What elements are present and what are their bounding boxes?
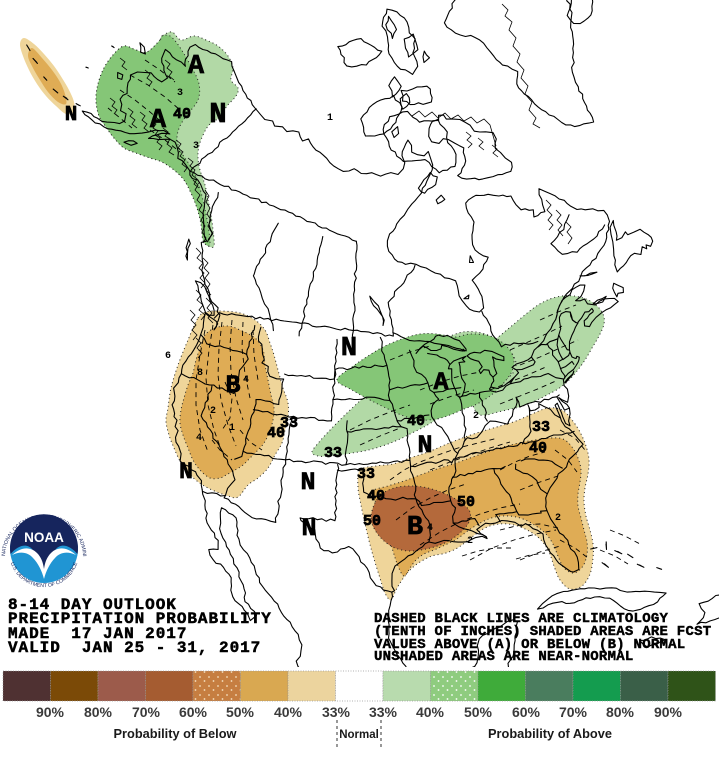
svg-text:A: A bbox=[433, 368, 448, 397]
svg-text:50%: 50% bbox=[226, 704, 255, 720]
svg-text:VALUES ABOVE (A) OR BELOW (B): VALUES ABOVE (A) OR BELOW (B) NORMAL bbox=[374, 637, 685, 653]
svg-text:40: 40 bbox=[407, 413, 425, 430]
svg-text:B: B bbox=[225, 371, 240, 400]
svg-text:PRECIPITATION PROBABILITY: PRECIPITATION PROBABILITY bbox=[8, 610, 272, 628]
svg-text:50%: 50% bbox=[464, 704, 493, 720]
svg-text:N: N bbox=[65, 104, 78, 127]
svg-text:A: A bbox=[150, 106, 167, 136]
svg-text:NOAA: NOAA bbox=[24, 530, 64, 545]
svg-text:1: 1 bbox=[327, 113, 333, 124]
svg-text:Normal: Normal bbox=[339, 729, 379, 741]
svg-text:33: 33 bbox=[324, 445, 342, 462]
svg-text:2: 2 bbox=[210, 406, 216, 417]
svg-text:B: B bbox=[407, 513, 423, 543]
svg-text:90%: 90% bbox=[36, 704, 65, 720]
svg-text:3: 3 bbox=[193, 141, 199, 152]
svg-text:MADE 17 JAN 2017: MADE 17 JAN 2017 bbox=[8, 625, 187, 643]
svg-text:2: 2 bbox=[467, 536, 473, 547]
svg-text:50: 50 bbox=[457, 494, 475, 511]
svg-text:33: 33 bbox=[532, 419, 550, 436]
svg-text:40%: 40% bbox=[274, 704, 303, 720]
svg-text:40: 40 bbox=[267, 425, 285, 442]
svg-text:2: 2 bbox=[473, 411, 479, 422]
svg-text:3: 3 bbox=[177, 88, 183, 99]
svg-text:33%: 33% bbox=[369, 704, 398, 720]
svg-text:VALID JAN 25 - 31, 2017: VALID JAN 25 - 31, 2017 bbox=[8, 639, 261, 657]
svg-text:Probability of Below: Probability of Below bbox=[113, 726, 236, 741]
svg-text:4: 4 bbox=[196, 433, 202, 444]
svg-text:N: N bbox=[341, 334, 357, 364]
svg-text:60%: 60% bbox=[179, 704, 208, 720]
svg-text:90%: 90% bbox=[654, 704, 683, 720]
svg-text:N: N bbox=[301, 514, 316, 543]
svg-text:4: 4 bbox=[427, 523, 433, 534]
svg-text:N: N bbox=[417, 431, 432, 460]
svg-text:60%: 60% bbox=[512, 704, 541, 720]
svg-text:N: N bbox=[300, 468, 315, 497]
svg-text:1: 1 bbox=[229, 423, 235, 434]
svg-text:6: 6 bbox=[165, 351, 171, 362]
svg-text:8: 8 bbox=[197, 368, 203, 379]
svg-text:50: 50 bbox=[363, 513, 381, 530]
svg-text:80%: 80% bbox=[606, 704, 635, 720]
svg-text:N: N bbox=[209, 98, 226, 131]
svg-text:A: A bbox=[188, 52, 205, 82]
svg-text:4: 4 bbox=[243, 375, 249, 386]
svg-text:33: 33 bbox=[280, 415, 298, 432]
svg-text:2: 2 bbox=[555, 513, 561, 524]
svg-text:40: 40 bbox=[367, 488, 385, 505]
svg-text:70%: 70% bbox=[559, 704, 588, 720]
svg-text:UNSHADED AREAS ARE NEAR-NORMAL: UNSHADED AREAS ARE NEAR-NORMAL bbox=[374, 649, 634, 665]
svg-text:N: N bbox=[179, 459, 193, 485]
svg-text:40: 40 bbox=[529, 440, 547, 457]
svg-text:Probability of Above: Probability of Above bbox=[488, 726, 612, 741]
svg-text:40%: 40% bbox=[416, 704, 445, 720]
svg-text:33: 33 bbox=[357, 466, 375, 483]
svg-text:DASHED BLACK LINES ARE CLIMATO: DASHED BLACK LINES ARE CLIMATOLOGY bbox=[374, 611, 668, 627]
svg-text:33%: 33% bbox=[322, 704, 351, 720]
svg-text:40: 40 bbox=[173, 106, 191, 123]
svg-text:80%: 80% bbox=[84, 704, 113, 720]
svg-text:70%: 70% bbox=[132, 704, 161, 720]
svg-text:(TENTH OF INCHES) SHADED AREAS: (TENTH OF INCHES) SHADED AREAS ARE FCST bbox=[374, 624, 711, 640]
svg-text:8-14 DAY OUTLOOK: 8-14 DAY OUTLOOK bbox=[8, 596, 177, 614]
